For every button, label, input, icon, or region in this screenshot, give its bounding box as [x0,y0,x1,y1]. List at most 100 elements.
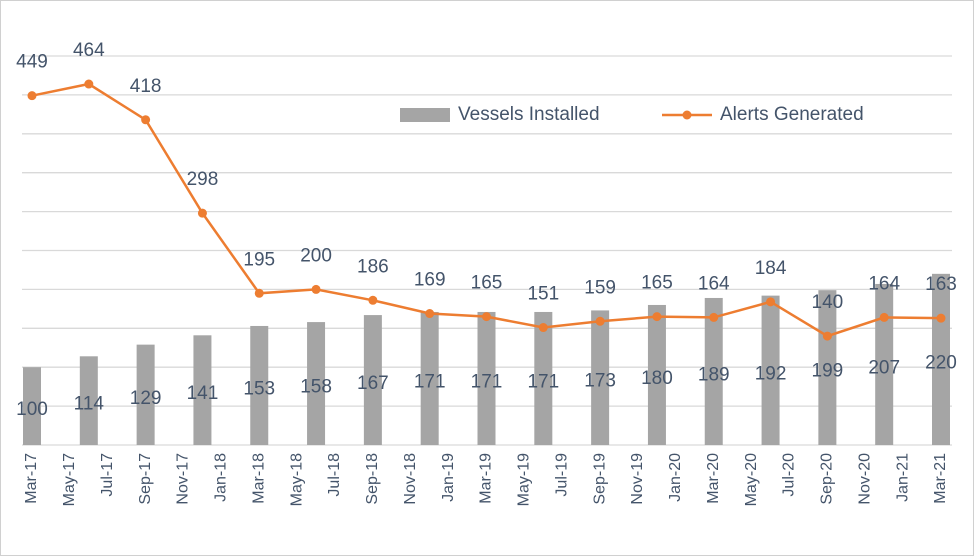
bar [932,273,950,445]
line-point [84,79,94,89]
line-value-label: 449 [16,52,48,73]
line-value-label: 200 [300,245,332,266]
bar [818,290,837,445]
line-point [652,312,662,322]
bar-value-label: 167 [357,373,389,394]
line-point [936,313,946,323]
bar-value-label: 100 [16,399,48,420]
x-tick-label: Jan-21 [894,453,911,502]
line-value-label: 159 [584,277,616,298]
line-value-label: 195 [243,249,275,270]
bar-value-label: 180 [641,368,673,389]
bar [136,344,155,445]
legend-marker [682,110,692,120]
x-tick-label: Mar-19 [478,453,495,504]
x-tick-label: Mar-20 [705,453,722,504]
x-tick-label: Sep-17 [137,453,154,505]
bar [420,311,439,445]
x-tick-label: May-20 [743,453,760,506]
line-value-label: 184 [755,258,787,279]
bar [363,315,382,445]
bar [79,356,98,445]
bar-value-label: 114 [74,394,105,415]
x-tick-label: May-17 [61,453,78,506]
x-tick-label: Nov-19 [629,453,646,505]
bar [193,335,212,445]
line-point [141,115,151,125]
line-value-label: 464 [73,40,105,61]
line-value-label: 163 [925,274,957,295]
line-point [368,295,378,305]
x-tick-label: Jul-17 [99,453,116,497]
bar-value-label: 189 [698,364,730,385]
bar [591,310,610,445]
bar [761,295,780,445]
bar-value-label: 173 [584,371,616,392]
line-value-label: 164 [868,273,900,294]
x-tick-label: Mar-18 [250,453,267,504]
bar-value-label: 207 [868,357,900,378]
x-tick-label: Jan-20 [667,453,684,502]
bar-value-label: 141 [187,383,219,404]
bar [307,322,326,445]
x-tick-label: Jan-19 [440,453,457,502]
bar [250,325,269,445]
bar-value-label: 171 [414,371,446,392]
line-point [595,316,605,326]
x-tick-label: May-18 [288,453,305,506]
line-point [538,323,548,333]
line-point [425,309,435,319]
line-value-label: 418 [130,76,162,97]
x-tick-label: Jul-19 [553,453,570,497]
bar-value-label: 153 [243,378,275,399]
line-point [254,288,264,298]
bar-value-label: 192 [755,363,787,384]
line-value-label: 169 [414,270,446,291]
x-tick-label: Nov-20 [856,453,873,505]
bar [534,311,553,445]
line-value-label: 186 [357,256,389,277]
line-point [197,208,207,218]
x-tick-label: Nov-17 [175,453,192,505]
bar-value-label: 171 [527,371,559,392]
x-tick-label: Sep-19 [591,453,608,505]
x-tick-label: Sep-18 [364,453,381,505]
bar-value-label: 129 [130,388,162,409]
x-tick-label: Mar-21 [932,453,949,504]
bar-value-label: 158 [300,377,332,398]
bar [875,283,894,445]
line-value-label: 151 [527,284,559,305]
line-value-label: 140 [812,292,844,313]
line-point [311,284,321,294]
line-point [709,312,719,322]
bar [23,367,41,445]
line-point [766,297,776,307]
x-tick-label: Jan-18 [213,453,230,502]
line-value-label: 165 [471,273,503,294]
line-point [27,91,37,101]
bar [704,297,723,445]
bar [647,304,666,445]
x-tick-label: Sep-20 [819,453,836,505]
line-point [822,331,832,341]
x-tick-label: Jul-18 [326,453,343,497]
bar-value-label: 199 [812,361,844,382]
bar-value-label: 220 [925,352,957,373]
line-value-label: 164 [698,273,730,294]
bar [477,311,496,445]
x-tick-label: Jul-20 [781,453,798,497]
legend-swatch [400,108,450,122]
line-value-label: 298 [187,169,219,190]
x-tick-label: Nov-18 [402,453,419,505]
legend-label: Alerts Generated [720,104,864,125]
bar-value-label: 171 [471,371,503,392]
line-point [879,312,889,322]
line-value-label: 165 [641,273,673,294]
x-tick-label: Mar-17 [23,453,40,504]
x-tick-label: May-19 [516,453,533,506]
line-point [482,312,491,322]
legend-label: Vessels Installed [458,104,600,125]
